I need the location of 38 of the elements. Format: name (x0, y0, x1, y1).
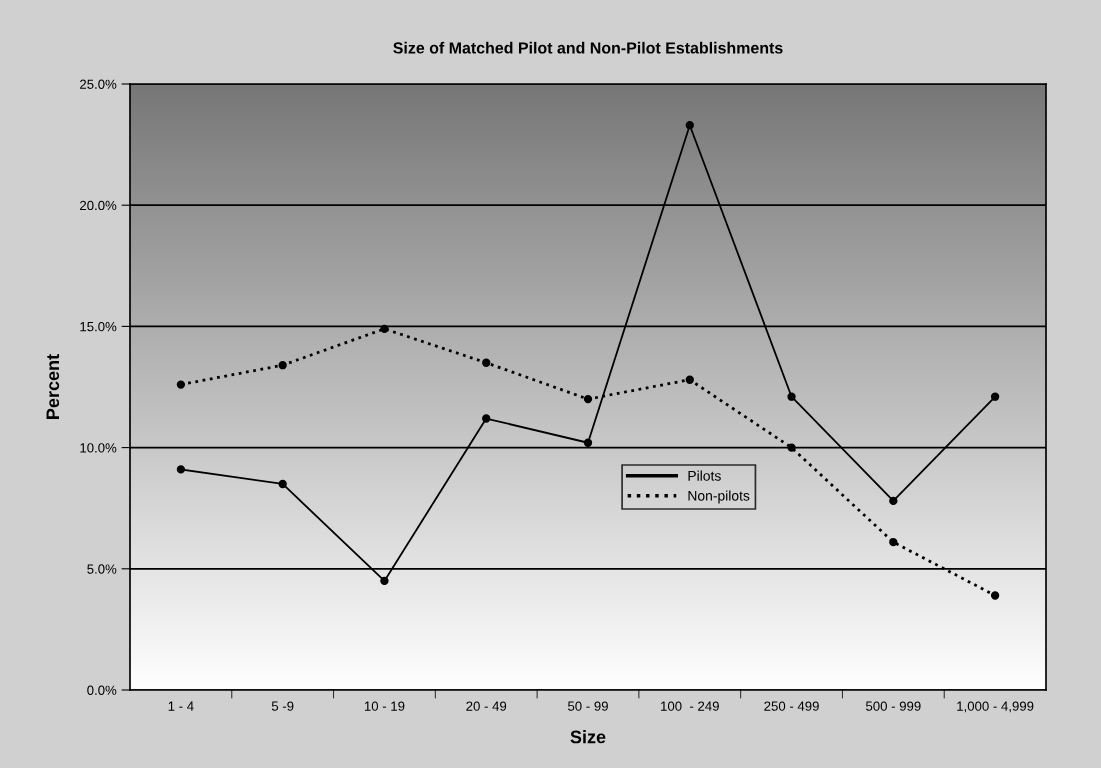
point (889, 496, 898, 506)
y-tick-label: 5.0% (87, 564, 117, 574)
x-tick-label: 1 - 4 (168, 701, 194, 711)
point (685, 121, 694, 130)
y-tick-label: 10.0% (80, 443, 117, 453)
legend-label: Non-pilots (688, 490, 750, 504)
point (990, 591, 1000, 600)
point (482, 358, 491, 367)
x-tick-label: 100 - 249 (661, 701, 719, 711)
x-tick-label: 1,000 - 4,999 (957, 701, 1034, 713)
point (685, 375, 694, 384)
x-tick-label: 500 - 999 (865, 701, 921, 711)
point (278, 479, 287, 489)
point (380, 576, 389, 586)
point (278, 361, 287, 370)
y-axis-title: Percent (46, 354, 60, 419)
point (787, 392, 796, 401)
point (583, 438, 593, 447)
point (889, 537, 898, 547)
x-axis-title: Size (570, 730, 606, 744)
point (482, 414, 491, 423)
point (176, 465, 186, 474)
x-tick-label: 10 - 19 (364, 701, 405, 711)
x-tick-label: 250 - 499 (764, 701, 819, 711)
point (990, 392, 1000, 401)
y-tick-label: 20.0% (80, 200, 117, 211)
point (583, 394, 593, 404)
point (787, 443, 796, 452)
x-tick-label: 50 - 99 (567, 701, 608, 711)
point (380, 324, 389, 333)
point (176, 380, 186, 389)
x-tick-label: 5 -9 (271, 701, 294, 711)
y-tick-label: 0.0% (87, 685, 117, 695)
y-tick-label: 25.0% (80, 79, 117, 89)
x-tick-label: 20 - 49 (466, 701, 507, 711)
legend-label: Pilots (688, 470, 721, 481)
chart-title: Size of Matched Pilot and Non-Pilot Establishments (393, 41, 783, 54)
y-tick-label: 15.0% (80, 321, 117, 332)
